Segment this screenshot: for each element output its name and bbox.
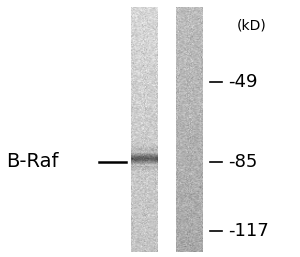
Text: -85: -85 — [228, 153, 257, 171]
Text: (kD): (kD) — [237, 19, 267, 33]
Text: -49: -49 — [228, 73, 257, 91]
Text: -117: -117 — [228, 222, 269, 240]
Text: B-Raf: B-Raf — [6, 152, 59, 171]
